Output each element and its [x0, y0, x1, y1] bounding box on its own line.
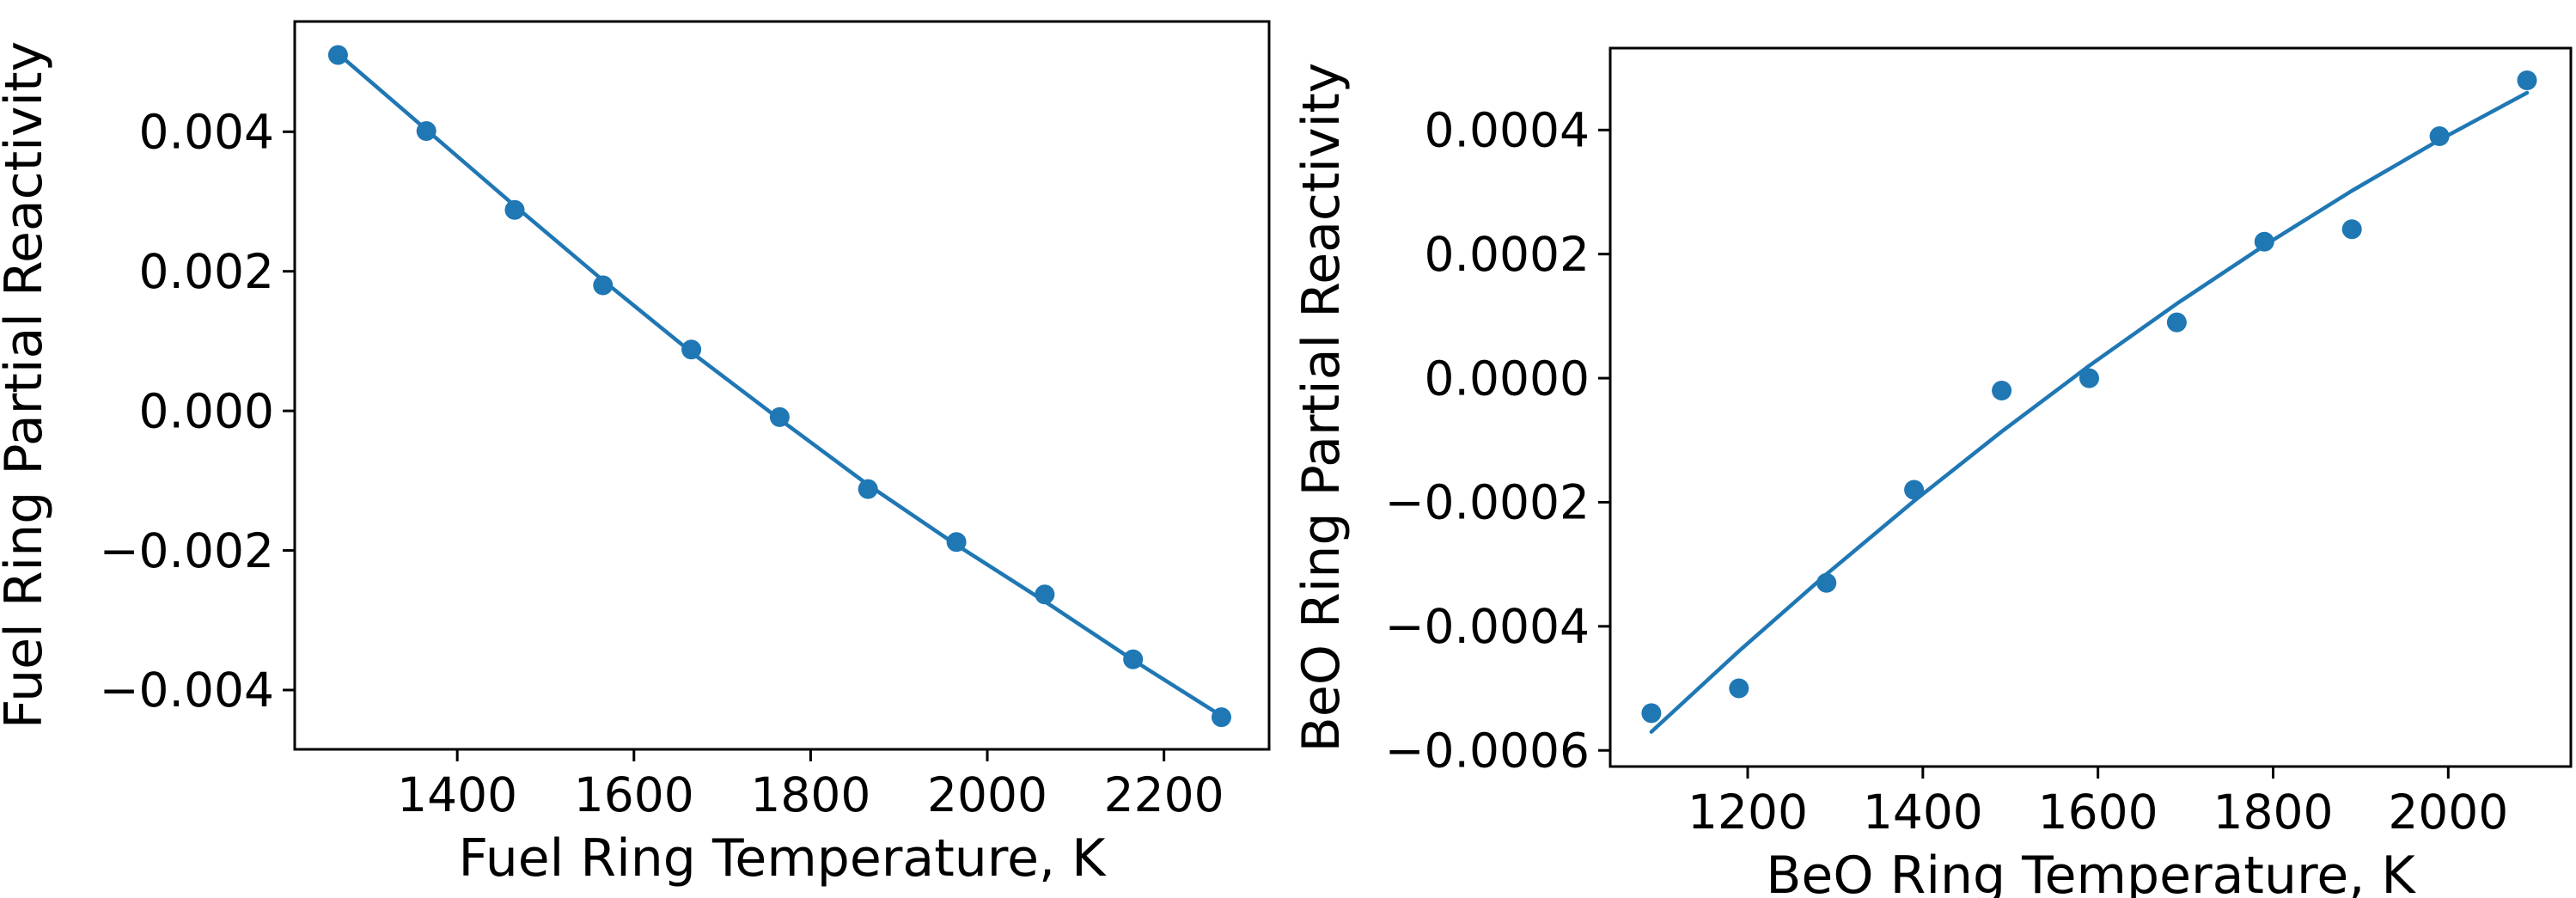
panel-right: 1200 1400 1600 1800 2000 0.0004 0.0002 0.0000 −0… — [1291, 46, 2573, 898]
x-axis-label-left: Fuel Ring Temperature, K — [458, 828, 1107, 889]
data-point — [1904, 480, 1925, 500]
y-tick-label: −0.0006 — [1384, 723, 1590, 778]
data-point — [2341, 219, 2362, 240]
y-tick-label: −0.0002 — [1384, 475, 1590, 530]
y-tick-label: −0.0004 — [1384, 599, 1590, 654]
data-point — [2079, 368, 2099, 388]
y-tick-label: 0.004 — [139, 105, 274, 160]
data-point — [1123, 649, 1144, 669]
x-tick-label: 1600 — [574, 767, 694, 822]
y-tick-label: 0.002 — [139, 244, 274, 299]
data-point — [2166, 312, 2187, 333]
y-tick-label: 0.0000 — [1425, 351, 1590, 406]
y-axis-label-right: BeO Ring Partial Reactivity — [1291, 63, 1352, 753]
x-axis-label-right: BeO Ring Temperature, K — [1766, 846, 2416, 898]
data-point — [946, 532, 967, 553]
data-point — [2517, 70, 2537, 90]
x-tick-label: 1600 — [2038, 785, 2158, 840]
y-tick-label: −0.004 — [99, 663, 274, 718]
data-point — [504, 199, 525, 220]
beo-ring-fit-line — [1649, 90, 2530, 734]
data-point — [2254, 231, 2274, 252]
x-tick-label: 1800 — [2213, 785, 2333, 840]
data-point — [416, 121, 436, 141]
y-tick-label: 0.0002 — [1425, 227, 1590, 282]
y-axis-label-left: Fuel Ring Partial Reactivity — [0, 41, 54, 729]
data-point — [769, 406, 790, 427]
data-point — [1816, 572, 1837, 593]
x-tick-label: 2000 — [927, 767, 1047, 822]
data-point — [2429, 126, 2450, 146]
data-point — [1212, 707, 1231, 728]
x-tick-label: 2200 — [1104, 767, 1224, 822]
data-point — [858, 479, 878, 499]
y-tick-label: −0.002 — [99, 523, 274, 578]
x-tick-label: 2000 — [2388, 785, 2508, 840]
data-point — [1729, 678, 1749, 699]
data-point — [327, 45, 348, 65]
data-point — [1992, 381, 2012, 400]
fuel-ring-fit-line — [336, 52, 1224, 718]
x-tick-label: 1400 — [1863, 785, 1983, 840]
beo-ring-data-points — [1641, 70, 2537, 724]
x-tick-label: 1200 — [1688, 785, 1808, 840]
x-tick-label: 1400 — [397, 767, 517, 822]
panel-left: 1400 1600 1800 2000 2200 0.004 0.002 0.000 −0.00… — [0, 20, 1271, 889]
data-point — [1641, 703, 1662, 724]
fuel-ring-data-points — [327, 45, 1231, 728]
y-tick-label: 0.000 — [139, 383, 274, 438]
x-tick-label: 1800 — [750, 767, 870, 822]
y-tick-label: 0.0004 — [1425, 103, 1590, 158]
axes-frame-right — [1608, 46, 2573, 768]
data-point — [593, 275, 613, 296]
axes-frame-left — [293, 20, 1271, 751]
data-point — [1035, 584, 1055, 605]
data-point — [681, 339, 702, 360]
